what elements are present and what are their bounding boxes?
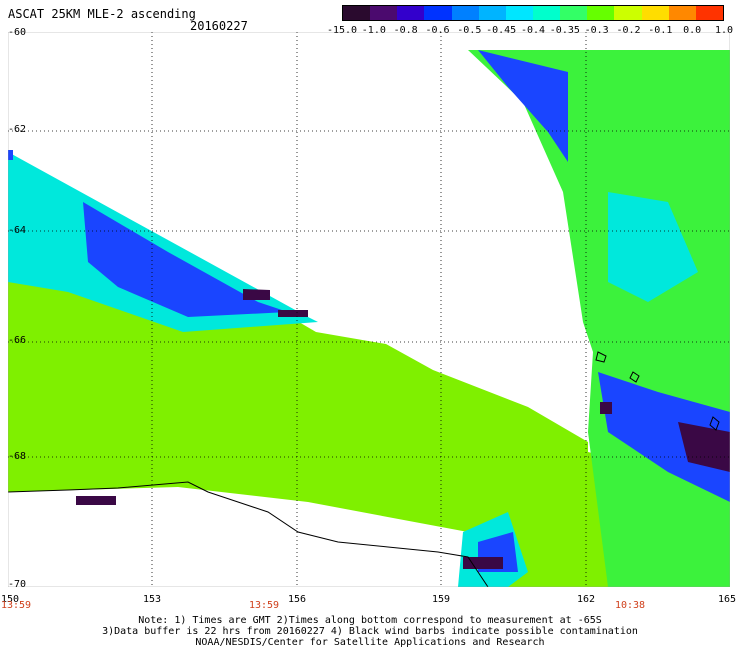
colorbar-label: -15.0 bbox=[326, 25, 358, 36]
colorbar bbox=[342, 5, 724, 21]
time-label: 13:59 bbox=[0, 600, 32, 611]
colorbar-label: -0.45 bbox=[486, 25, 517, 36]
swath-left-cyan bbox=[8, 152, 318, 332]
colorbar-label: 0.0 bbox=[683, 25, 702, 36]
swath-left-bottom-dark bbox=[76, 496, 116, 505]
colorbar-labels: -15.0 -1.0 -0.8 -0.6 -0.5 -0.45 -0.4 -0.35 -0.3-… bbox=[326, 25, 738, 37]
colorbar-label: -0.3 bbox=[584, 25, 609, 36]
lon-label: 162 bbox=[576, 594, 596, 605]
colorbar-swatch bbox=[587, 6, 615, 20]
colorbar-swatch bbox=[668, 6, 696, 20]
colorbar-label: -0.6 bbox=[425, 25, 450, 36]
colorbar-swatch bbox=[343, 6, 371, 20]
note-line: NOAA/NESDIS/Center for Satellite Applica… bbox=[195, 637, 545, 648]
note-line: Note: 1) Times are GMT 2)Times along bot… bbox=[138, 615, 602, 626]
lat-label: -60 bbox=[8, 27, 27, 38]
colorbar-label: -0.1 bbox=[648, 25, 673, 36]
swath-right-blue-mid bbox=[598, 372, 730, 502]
colorbar-swatch bbox=[478, 6, 506, 20]
lat-label: -66 bbox=[8, 335, 27, 346]
lon-label: 165 bbox=[717, 594, 737, 605]
colorbar-label: -0.5 bbox=[457, 25, 482, 36]
colorbar-swatch bbox=[397, 6, 425, 20]
colorbar-label: -0.35 bbox=[549, 25, 580, 36]
time-label: 13:59 bbox=[248, 600, 280, 611]
lon-label: 159 bbox=[431, 594, 451, 605]
colorbar-label: -0.4 bbox=[520, 25, 546, 36]
colorbar-label: -0.8 bbox=[393, 25, 418, 36]
swath-left-dark bbox=[243, 289, 270, 300]
footnotes: Note: 1) Times are GMT 2)Times along bot… bbox=[0, 615, 740, 648]
note-line: 3)Data buffer is 22 hrs from 20160227 4)… bbox=[102, 626, 638, 637]
colorbar-swatch bbox=[560, 6, 588, 20]
colorbar-label: -0.2 bbox=[616, 25, 641, 36]
colorbar-swatch bbox=[451, 6, 479, 20]
coastline-islands bbox=[595, 351, 720, 431]
lon-label: 150 bbox=[0, 594, 20, 605]
coastline bbox=[8, 481, 489, 587]
swath-right-dark-point bbox=[600, 402, 612, 414]
colorbar-label: 1.0 bbox=[714, 25, 734, 36]
colorbar-swatch bbox=[370, 6, 398, 20]
grid-lines bbox=[8, 32, 730, 587]
chart-title: ASCAT 25KM MLE-2 ascending bbox=[8, 7, 196, 21]
colorbar-swatch bbox=[532, 6, 561, 20]
lat-label: -70 bbox=[8, 579, 27, 590]
swath-left-edge bbox=[8, 150, 13, 160]
lon-label: 156 bbox=[287, 594, 307, 605]
chart-date: 20160227 bbox=[190, 19, 248, 33]
swath-right-dark-mid bbox=[678, 422, 730, 472]
colorbar-swatch bbox=[695, 6, 723, 20]
lat-label: -62 bbox=[8, 124, 27, 135]
colorbar-label: -1.0 bbox=[361, 25, 386, 36]
lat-label: -68 bbox=[8, 451, 27, 462]
swath-bottom-dark bbox=[463, 557, 503, 569]
colorbar-swatch bbox=[424, 6, 452, 20]
lon-label: 153 bbox=[142, 594, 162, 605]
colorbar-swatch bbox=[505, 6, 533, 20]
lat-label: -64 bbox=[8, 225, 27, 236]
colorbar-swatch bbox=[641, 6, 669, 20]
scatterometer-map bbox=[8, 32, 730, 587]
swath-right-cyan bbox=[608, 192, 698, 302]
swath-left-dark2 bbox=[278, 310, 308, 317]
colorbar-swatch bbox=[614, 6, 642, 20]
swath-right-blue-top bbox=[478, 50, 568, 162]
swath-left-blue bbox=[83, 202, 288, 317]
time-label: 10:38 bbox=[614, 600, 646, 611]
